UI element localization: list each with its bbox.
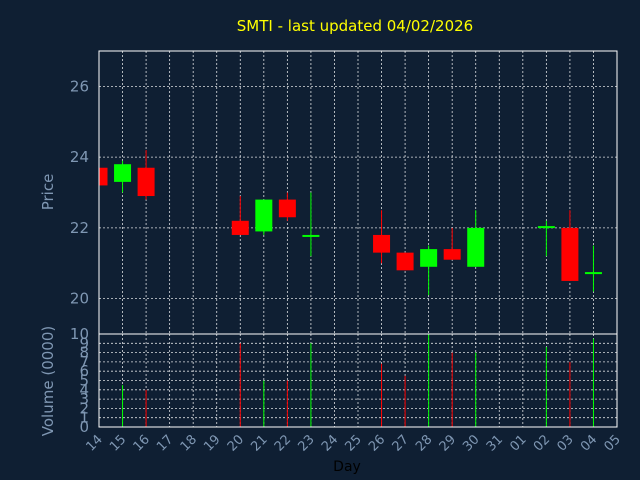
x-tick-label: 20 [225,432,247,454]
volume-tick-label: 6 [79,362,89,380]
candle-body [420,249,438,267]
price-tick-label: 24 [70,148,89,166]
volume-tick-label: 10 [70,325,89,343]
volume-tick-label: 4 [79,381,89,399]
candle-body [137,167,155,197]
price-axis-label: Price [39,174,57,211]
x-tick-label: 01 [507,432,529,454]
x-tick-label: 27 [390,432,412,454]
volume-tick-label: 8 [79,344,89,362]
x-tick-label: 23 [295,432,317,454]
candle-body [114,164,132,182]
x-tick-label: 19 [201,432,223,454]
candle-body [396,252,414,271]
volume-bars [122,334,594,427]
x-tick-label: 21 [248,432,270,454]
x-tick-label: 18 [178,432,200,454]
volume-tick-label: 0 [79,418,89,436]
volume-tick-label: 9 [79,334,89,352]
candle-body [537,226,555,229]
x-tick-label: 29 [437,432,459,454]
candles [98,150,602,296]
x-tick-label: 02 [531,432,553,454]
volume-tick-label: 5 [79,372,89,390]
x-ticks: 14 15 16 17 18 19 20 21 22 23 24 25 26 27 28 29 30 31 01 02… [84,432,624,454]
candle-body [231,220,249,235]
x-tick-label: 25 [343,432,365,454]
x-tick-label: 03 [554,432,576,454]
volume-axis-label: Volume (0000) [39,326,57,436]
price-tick-label: 22 [70,219,89,237]
volume-tick-label: 3 [79,390,89,408]
x-tick-label: 22 [272,432,294,454]
candle-body [278,199,296,218]
candle-body [584,272,602,275]
x-tick-label: 17 [154,432,176,454]
price-tick-label: 26 [70,77,89,95]
volume-grid [99,334,617,427]
x-tick-label: 04 [578,432,600,454]
candle-body [467,227,485,267]
x-tick-label: 24 [319,432,341,454]
price-tick-label: 20 [70,290,89,308]
candle-body [255,199,273,232]
volume-tick-label: 7 [79,353,89,371]
x-tick-label: 05 [602,432,624,454]
x-tick-label: 15 [107,432,129,454]
candle-body [302,234,320,237]
x-tick-label: 16 [131,432,153,454]
candle-body [561,227,579,281]
x-tick-label: 30 [460,432,482,454]
price-grid [99,51,617,334]
volume-tick-label: 1 [79,409,89,427]
candle-body [99,167,108,186]
x-tick-label: 26 [366,432,388,454]
price-ticks: 20 22 24 26 [70,77,89,307]
x-tick-label: 31 [484,432,506,454]
chart-title: SMTI - last updated 04/02/2026 [237,17,473,35]
candle-body [443,249,461,260]
volume-tick-label: 2 [79,399,89,417]
candle-body [373,234,391,253]
x-tick-label: 28 [413,432,435,454]
x-axis-label: Day [333,459,361,475]
volume-panel-frame [98,333,618,428]
